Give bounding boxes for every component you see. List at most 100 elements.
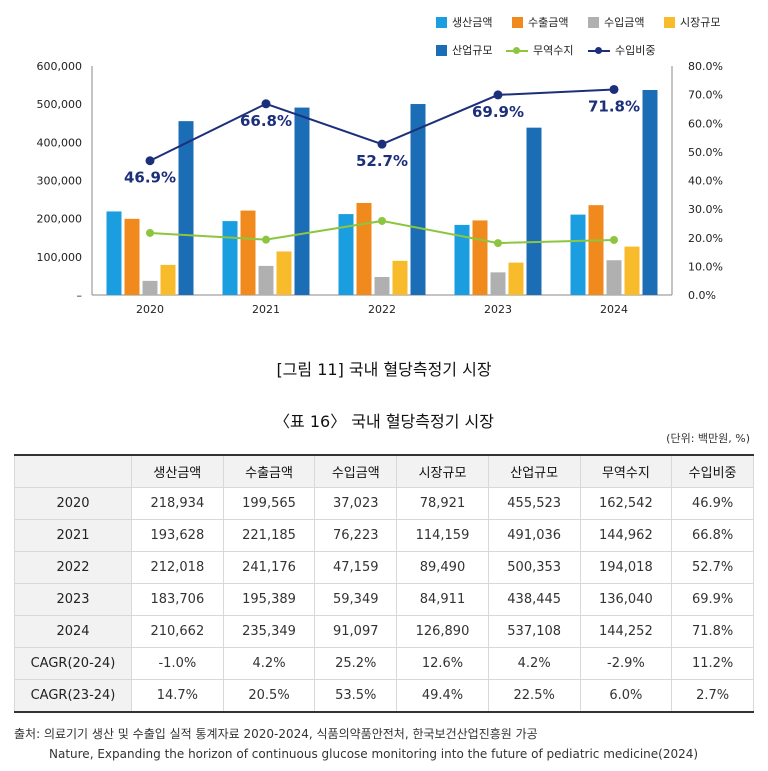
table-cell: 162,542: [579, 487, 673, 520]
series-line: [149, 88, 615, 162]
table-cell: 193,628: [131, 519, 224, 552]
table-row-header: CAGR(23-24): [14, 679, 132, 713]
legend-swatch: [664, 16, 675, 28]
y-tick-label: 500,000: [37, 98, 83, 111]
table-cell: 144,962: [579, 519, 673, 552]
line-point: [610, 235, 618, 244]
source-line-2: Nature, Expanding the horizon of continu…: [49, 747, 699, 761]
table-cell: -2.9%: [579, 647, 673, 680]
x-tick-label: 2020: [136, 303, 164, 316]
x-tick-label: 2021: [252, 303, 280, 316]
table-cell: 6.0%: [579, 679, 673, 713]
bar: [124, 218, 140, 295]
bar: [392, 260, 408, 295]
table-cell: 91,097: [314, 615, 398, 648]
legend-label: 수입금액: [604, 16, 645, 29]
data-label: 52.7%: [356, 152, 408, 170]
y-tick-label: 200,000: [37, 213, 83, 226]
bar: [570, 214, 586, 295]
legend-line-swatch: [506, 45, 528, 56]
table-row-header: 2020: [14, 487, 132, 520]
bar: [588, 205, 604, 295]
table-row: 2022 212,018 241,176 47,159 89,490 500,353 194…: [14, 551, 754, 584]
legend-label: 생산금액: [452, 16, 493, 29]
y-tick-label: 400,000: [37, 136, 83, 149]
line-point: [261, 99, 271, 109]
table-cell: 12.6%: [396, 647, 489, 680]
table-header-row: 생산금액 수출금액 수입금액 시장규모 산업규모 무역수지 수입비중: [14, 454, 754, 488]
table-header-cell: 시장규모: [396, 454, 489, 488]
bar: [294, 107, 310, 296]
table-header-cell: 수출금액: [222, 454, 316, 488]
table-cell: 11.2%: [671, 647, 754, 680]
y2-tick-label: 20.0%: [688, 232, 723, 245]
y2-tick-label: 0.0%: [688, 289, 716, 302]
table-cell: 221,185: [222, 519, 316, 552]
legend-item-market: 시장규모: [664, 14, 720, 30]
y-tick-label: –: [77, 289, 83, 302]
table-cell: 47,159: [314, 551, 398, 584]
line-point: [145, 156, 155, 166]
table-cell: 183,706: [131, 583, 224, 616]
y2-tick-label: 80.0%: [688, 60, 723, 73]
bar: [338, 214, 354, 295]
table-cell: 491,036: [487, 519, 581, 552]
table-header-cell: [14, 454, 132, 488]
bar: [178, 121, 194, 295]
table-cell: 199,565: [222, 487, 316, 520]
bar: [526, 127, 542, 295]
table-cell: 455,523: [487, 487, 581, 520]
table-row: 2023 183,706 195,389 59,349 84,911 438,445 136…: [14, 583, 754, 616]
table-cell: 438,445: [487, 583, 581, 616]
table-cell: 235,349: [222, 615, 316, 648]
table-cell: 500,353: [487, 551, 581, 584]
table-cell: 59,349: [314, 583, 398, 616]
table-row-header: CAGR(20-24): [14, 647, 132, 680]
bar: [624, 246, 640, 295]
line-point: [494, 239, 502, 248]
table-row: 2020 218,934 199,565 37,023 78,921 455,523 162…: [14, 487, 754, 520]
bar: [472, 220, 488, 295]
legend-label: 무역수지: [533, 44, 574, 57]
table-cell: 2.7%: [671, 679, 754, 713]
legend-item-production: 생산금액: [436, 14, 492, 30]
table-header-cell: 수입비중: [671, 454, 754, 488]
table-cell: 20.5%: [222, 679, 316, 713]
legend-item-export: 수출금액: [512, 14, 568, 30]
bar: [356, 202, 372, 295]
legend-label: 시장규모: [680, 16, 721, 29]
line-point: [377, 139, 387, 149]
x-tick-label: 2022: [368, 303, 396, 316]
x-tick-label: 2023: [484, 303, 512, 316]
table-row: CAGR(23-24) 14.7% 20.5% 53.5% 49.4% 22.5% 6.0%…: [14, 679, 754, 713]
table-cell: 78,921: [396, 487, 489, 520]
bar: [222, 221, 238, 295]
table-cell: 52.7%: [671, 551, 754, 584]
legend-item-import: 수입금액: [588, 14, 644, 30]
legend-swatch: [588, 16, 599, 28]
table-cell: 126,890: [396, 615, 489, 648]
source-note: 출처: 의료기기 생산 및 수출입 실적 통계자료 2020-2024, 식품의…: [14, 724, 698, 764]
line-point: [609, 84, 619, 94]
bar: [490, 272, 506, 295]
bar: [258, 265, 274, 295]
table-cell: 66.8%: [671, 519, 754, 552]
table-cell: 212,018: [131, 551, 224, 584]
legend-label: 수출금액: [528, 16, 569, 29]
table-cell: 4.2%: [487, 647, 581, 680]
bar: [454, 224, 470, 295]
bar: [240, 210, 256, 295]
table-cell: 241,176: [222, 551, 316, 584]
table-row-header: 2021: [14, 519, 132, 552]
table-cell: 144,252: [579, 615, 673, 648]
y2-tick-label: 50.0%: [688, 146, 723, 159]
table-caption: 〈표 16〉 국내 혈당측정기 시장: [274, 412, 494, 431]
y2-tick-label: 10.0%: [688, 260, 723, 273]
source-line-1: 출처: 의료기기 생산 및 수출입 실적 통계자료 2020-2024, 식품의…: [14, 727, 538, 741]
bar: [642, 90, 658, 295]
line-point: [493, 90, 503, 100]
unit-note: (단위: 백만원, %): [666, 432, 750, 445]
legend-label: 수입비중: [615, 44, 656, 57]
table-cell: 37,023: [314, 487, 398, 520]
table-cell: 46.9%: [671, 487, 754, 520]
